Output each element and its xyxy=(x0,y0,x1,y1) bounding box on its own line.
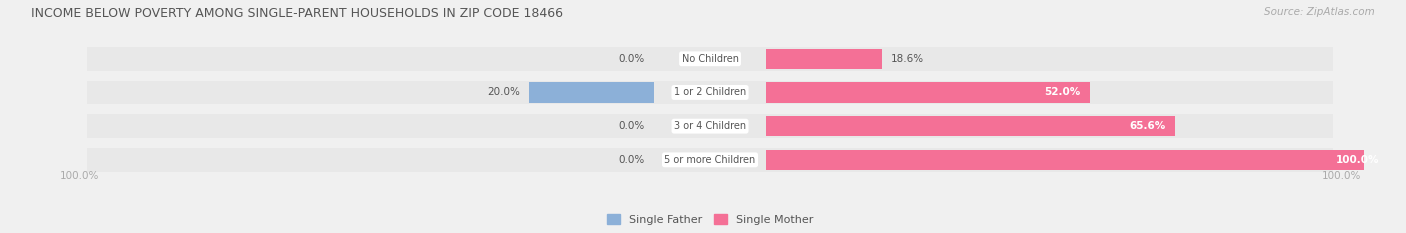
Bar xyxy=(766,49,882,69)
Text: 100.0%: 100.0% xyxy=(59,171,98,181)
Bar xyxy=(766,82,1090,103)
Text: 18.6%: 18.6% xyxy=(891,54,924,64)
Text: 0.0%: 0.0% xyxy=(619,155,644,165)
Text: No Children: No Children xyxy=(682,54,738,64)
Text: 100.0%: 100.0% xyxy=(1322,171,1361,181)
Text: Source: ZipAtlas.com: Source: ZipAtlas.com xyxy=(1264,7,1375,17)
Legend: Single Father, Single Mother: Single Father, Single Mother xyxy=(603,210,817,229)
Text: 1 or 2 Children: 1 or 2 Children xyxy=(673,87,747,97)
Text: 0.0%: 0.0% xyxy=(619,54,644,64)
Text: INCOME BELOW POVERTY AMONG SINGLE-PARENT HOUSEHOLDS IN ZIP CODE 18466: INCOME BELOW POVERTY AMONG SINGLE-PARENT… xyxy=(31,7,562,20)
Bar xyxy=(766,150,1389,170)
Bar xyxy=(87,114,1333,138)
Bar xyxy=(87,47,1333,71)
Text: 65.6%: 65.6% xyxy=(1129,121,1166,131)
Bar xyxy=(766,116,1174,136)
Text: 20.0%: 20.0% xyxy=(488,87,520,97)
Text: 3 or 4 Children: 3 or 4 Children xyxy=(673,121,747,131)
Bar xyxy=(87,81,1333,104)
Bar xyxy=(87,148,1333,172)
Bar xyxy=(530,82,654,103)
Text: 0.0%: 0.0% xyxy=(619,121,644,131)
Text: 52.0%: 52.0% xyxy=(1045,87,1080,97)
Text: 100.0%: 100.0% xyxy=(1336,155,1379,165)
Text: 5 or more Children: 5 or more Children xyxy=(665,155,755,165)
